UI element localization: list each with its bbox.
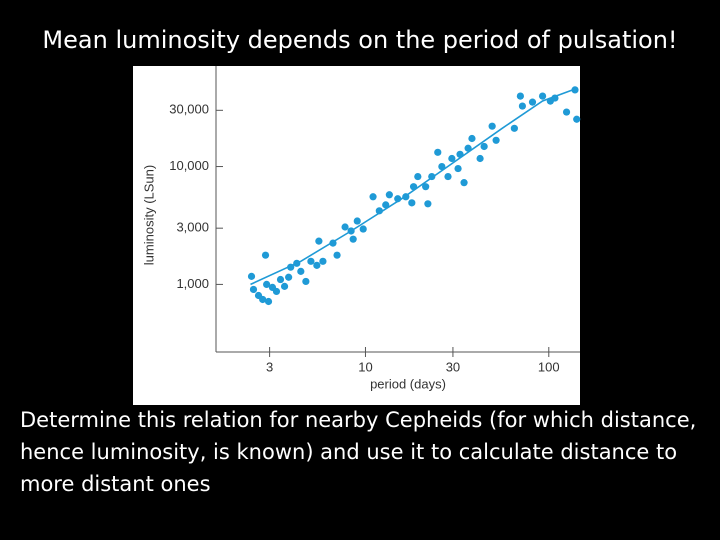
x-tick-label: 30: [446, 359, 460, 374]
data-point: [382, 201, 390, 209]
data-point: [438, 162, 446, 171]
data-point: [434, 148, 442, 156]
slide-title: Mean luminosity depends on the period of…: [42, 26, 678, 54]
data-point: [285, 273, 293, 281]
slide-body: Determine this relation for nearby Cephe…: [20, 408, 697, 496]
data-point: [488, 122, 496, 130]
data-point: [259, 295, 267, 304]
data-point: [359, 225, 367, 233]
data-point: [297, 267, 305, 275]
data-point: [261, 251, 270, 259]
y-tick-label: 3,000: [176, 220, 209, 235]
data-point: [448, 154, 456, 163]
data-point: [313, 261, 321, 269]
data-point: [319, 257, 327, 265]
data-point: [476, 154, 484, 163]
data-point: [454, 164, 462, 173]
data-point: [516, 92, 524, 100]
data-point: [333, 251, 341, 259]
x-tick-label: 100: [538, 359, 560, 374]
fit-line: [250, 87, 579, 286]
data-point: [468, 134, 476, 143]
data-point: [538, 92, 547, 100]
data-point: [480, 142, 488, 151]
data-point: [353, 217, 361, 225]
data-point: [444, 172, 452, 181]
data-point: [302, 277, 310, 286]
data-point: [528, 98, 537, 106]
data-point: [247, 272, 256, 280]
data-point: [264, 297, 273, 306]
chart-background: [133, 66, 580, 405]
data-point: [562, 108, 571, 116]
data-point: [272, 287, 281, 296]
y-axis-label: luminosity (LSun): [141, 165, 156, 265]
data-point: [460, 179, 468, 187]
x-tick-label: 3: [266, 359, 273, 374]
data-point: [249, 285, 258, 294]
data-point: [315, 237, 323, 245]
data-point: [518, 102, 527, 110]
data-point: [280, 282, 289, 290]
y-tick-label: 1,000: [176, 276, 209, 291]
data-point: [263, 280, 271, 289]
data-point: [422, 183, 430, 191]
data-point: [492, 136, 500, 144]
data-point: [385, 191, 393, 199]
data-point: [369, 193, 377, 201]
y-tick-label: 10,000: [169, 158, 209, 173]
data-point: [510, 124, 518, 132]
data-point: [349, 235, 357, 243]
data-point: [307, 257, 315, 265]
data-point: [573, 115, 581, 123]
x-tick-label: 10: [358, 359, 372, 374]
data-point: [341, 223, 349, 231]
data-point: [424, 200, 432, 208]
data-point: [414, 172, 422, 181]
data-point: [408, 199, 416, 207]
data-point: [276, 275, 285, 284]
y-tick-label: 30,000: [169, 102, 209, 117]
x-axis-label: period (days): [370, 376, 446, 391]
